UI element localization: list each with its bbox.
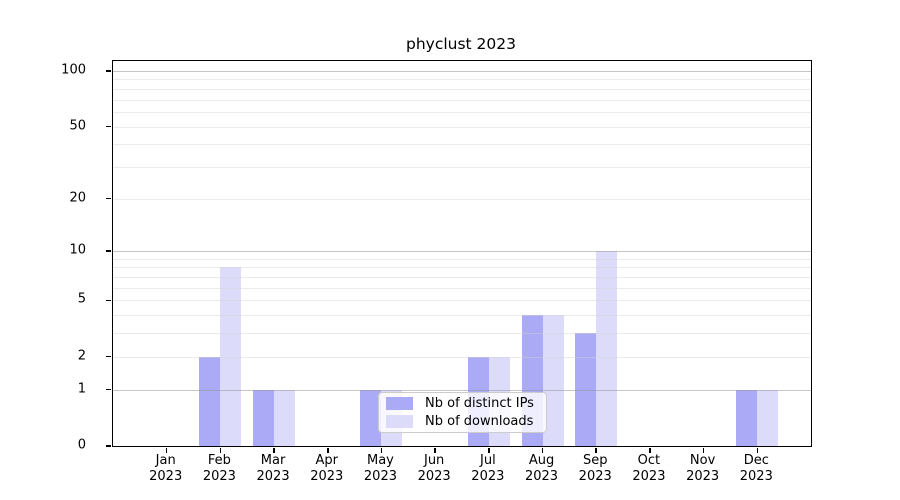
bar-nb-of-downloads-mar (274, 389, 296, 446)
gridline-7 (113, 277, 811, 279)
y-tick-mark-20 (106, 197, 111, 200)
gridline-40 (113, 144, 811, 146)
gridline-60 (113, 111, 811, 113)
plot-area (106, 60, 812, 453)
y-tick-label-50: 50 (69, 118, 86, 134)
y-tick-mark-2 (106, 355, 111, 358)
y-tick-label-1: 1 (77, 381, 86, 397)
x-tick-mark-aug (541, 448, 544, 453)
y-tick-mark-100 (106, 70, 111, 72)
bar-nb-of-downloads-dec (757, 389, 779, 446)
legend-label-downloads: Nb of downloads (425, 413, 534, 429)
gridline-90 (113, 79, 811, 81)
y-tick-mark-10 (106, 250, 111, 252)
x-tick-label-jul: Jul 2023 (471, 453, 505, 484)
gridline-70 (113, 99, 811, 101)
gridline-8 (113, 267, 811, 269)
y-tick-label-20: 20 (69, 190, 86, 206)
y-tick-mark-5 (106, 299, 111, 302)
bar-nb-of-downloads-aug (542, 315, 564, 446)
gridline-20 (113, 198, 811, 200)
x-tick-mark-oct (649, 448, 651, 453)
gridline-80 (113, 88, 811, 90)
y-tick-label-5: 5 (77, 291, 86, 307)
legend: Nb of distinct IPs Nb of downloads (378, 392, 547, 433)
gridline-2 (113, 356, 811, 358)
legend-item-downloads: Nb of downloads (379, 413, 546, 431)
legend-item-distinct-ips: Nb of distinct IPs (379, 395, 546, 413)
x-tick-mark-dec (756, 448, 759, 453)
x-tick-label-nov: Nov 2023 (686, 453, 720, 484)
legend-swatch-downloads (386, 414, 413, 428)
x-tick-label-apr: Apr 2023 (310, 453, 344, 484)
x-tick-label-jun: Jun 2023 (417, 453, 451, 484)
bar-nb-of-distinct-ips-mar (253, 389, 275, 446)
bar-nb-of-distinct-ips-dec (736, 389, 758, 446)
y-tick-label-2: 2 (77, 348, 86, 364)
gridline-6 (113, 287, 811, 289)
x-tick-label-mar: Mar 2023 (256, 453, 290, 484)
x-tick-label-may: May 2023 (363, 453, 397, 484)
gridline-30 (113, 166, 811, 168)
x-tick-label-feb: Feb 2023 (202, 453, 236, 484)
bar-nb-of-downloads-feb (220, 267, 242, 446)
y-tick-label-0: 0 (77, 437, 86, 453)
y-tick-mark-50 (106, 125, 111, 128)
x-tick-mark-jun (434, 448, 436, 453)
bar-nb-of-distinct-ips-may (360, 389, 382, 446)
x-tick-label-aug: Aug 2023 (524, 453, 559, 484)
x-tick-mark-jul (488, 448, 490, 453)
x-tick-label-dec: Dec 2023 (739, 453, 773, 484)
gridline-9 (113, 258, 811, 260)
gridline-5 (113, 300, 811, 302)
y-tick-mark-0 (106, 445, 111, 447)
bar-nb-of-distinct-ips-feb (199, 356, 221, 446)
chart-title: phyclust 2023 (405, 35, 516, 53)
x-tick-label-jan: Jan 2023 (149, 453, 183, 484)
gridline-1 (113, 389, 811, 391)
x-tick-mark-nov (702, 448, 705, 453)
gridline-4 (113, 315, 811, 317)
gridline-50 (113, 126, 811, 128)
x-tick-mark-feb (219, 448, 222, 453)
legend-swatch-distinct-ips (386, 397, 413, 411)
y-tick-label-100: 100 (61, 62, 86, 78)
x-tick-mark-sep (595, 448, 597, 453)
bar-nb-of-downloads-sep (596, 251, 618, 446)
x-tick-mark-may (380, 448, 383, 453)
x-tick-mark-mar (273, 448, 275, 453)
y-tick-label-10: 10 (69, 242, 86, 258)
gridline-100 (113, 71, 811, 72)
x-tick-mark-jan (165, 448, 168, 453)
x-tick-mark-apr (327, 448, 329, 453)
gridline-3 (113, 333, 811, 335)
y-tick-mark-1 (106, 388, 111, 391)
gridline-10 (113, 251, 811, 253)
legend-label-distinct-ips: Nb of distinct IPs (425, 396, 534, 412)
x-tick-label-sep: Sep 2023 (578, 453, 612, 484)
x-tick-label-oct: Oct 2023 (632, 453, 666, 484)
